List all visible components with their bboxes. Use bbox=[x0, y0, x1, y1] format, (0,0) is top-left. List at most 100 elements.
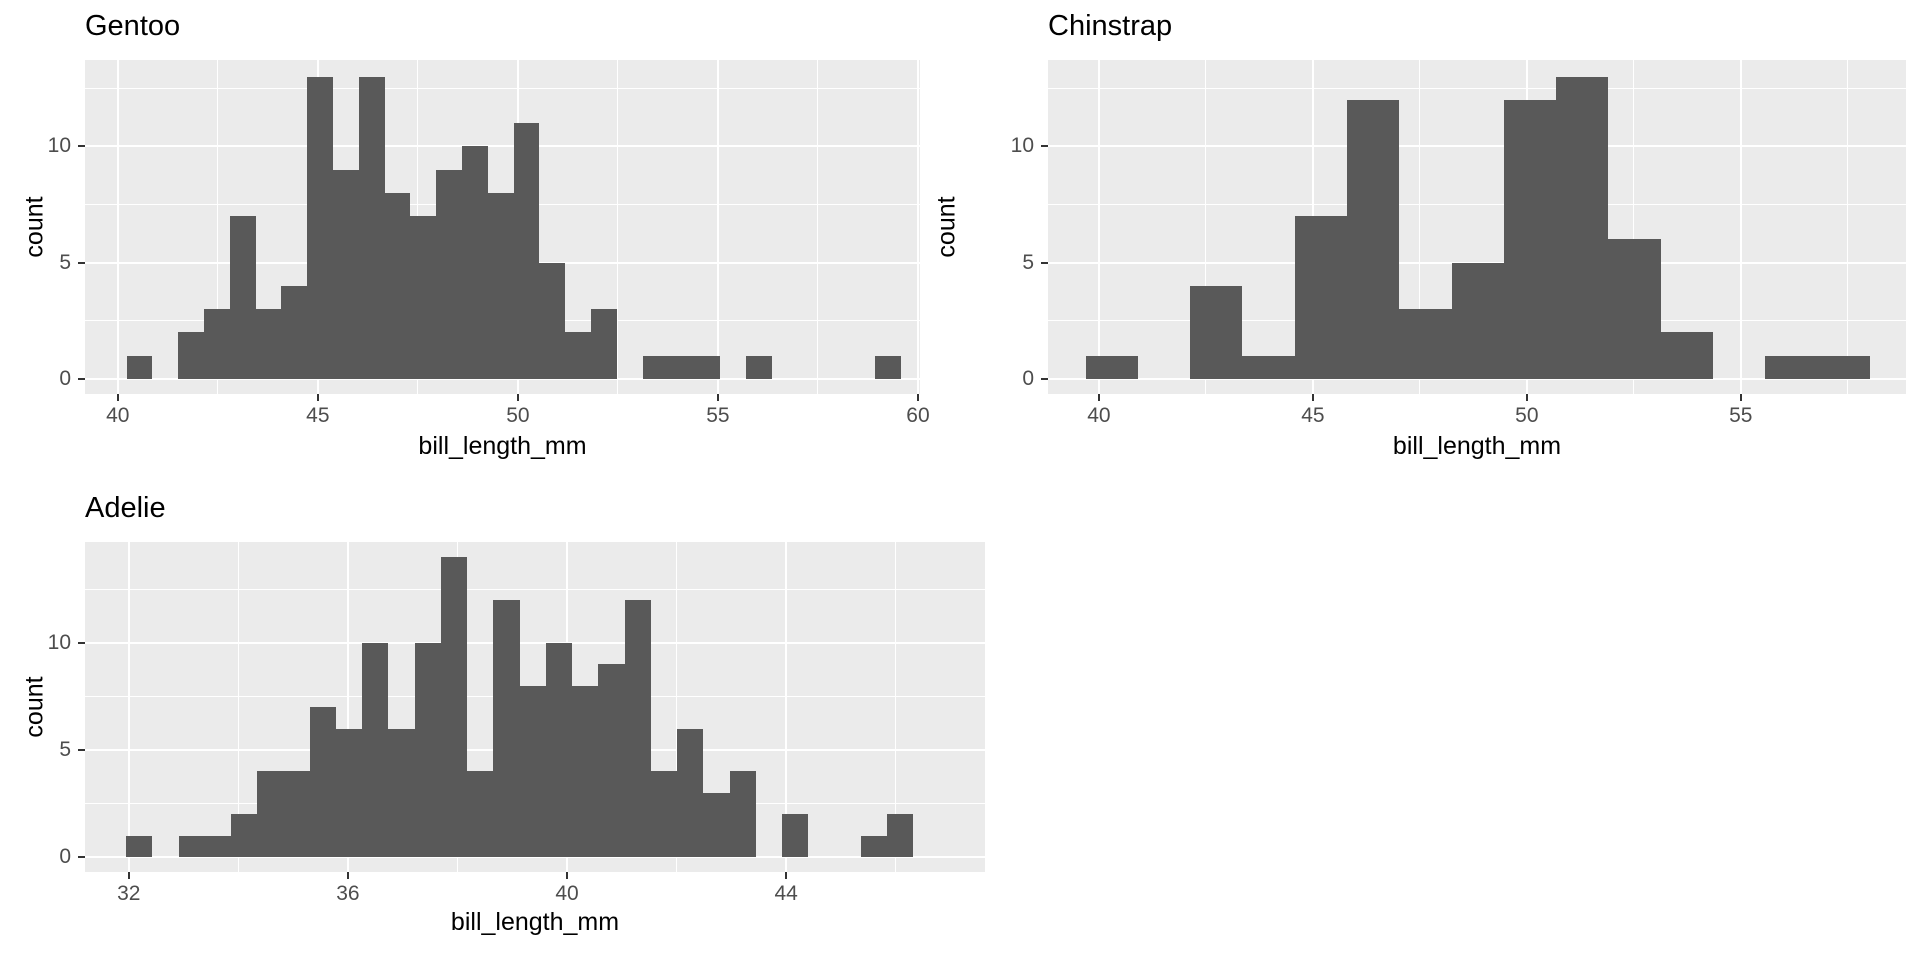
y-tick-label: 10 bbox=[47, 631, 71, 654]
histogram-bar bbox=[1817, 355, 1870, 379]
histogram-bar bbox=[231, 814, 258, 858]
histogram-bar bbox=[178, 332, 204, 379]
histogram-bar bbox=[545, 643, 573, 857]
histogram-bar bbox=[1765, 355, 1818, 379]
histogram-bar bbox=[1399, 309, 1452, 379]
plot-panel bbox=[1048, 60, 1906, 394]
histogram-bar bbox=[729, 771, 756, 857]
x-tick-label: 55 bbox=[1729, 404, 1753, 427]
histogram-bar bbox=[1242, 355, 1295, 379]
x-gridline-minor bbox=[895, 542, 897, 872]
x-tick-mark bbox=[1525, 394, 1528, 401]
x-gridline-major bbox=[346, 542, 349, 872]
y-gridline-minor bbox=[85, 589, 985, 590]
x-tick-label: 60 bbox=[906, 404, 930, 427]
histogram-bar bbox=[410, 216, 437, 379]
plot-title: Adelie bbox=[85, 492, 166, 524]
x-tick-label: 44 bbox=[774, 882, 798, 905]
x-tick-mark bbox=[346, 872, 349, 879]
histogram-bar bbox=[358, 76, 385, 379]
x-tick-label: 45 bbox=[1301, 404, 1325, 427]
y-axis-title: count bbox=[932, 196, 961, 258]
y-tick-mark bbox=[78, 145, 85, 148]
histogram-bar bbox=[1556, 76, 1609, 379]
histogram-bar bbox=[204, 835, 232, 857]
histogram-bar bbox=[590, 309, 617, 379]
y-tick-mark bbox=[1041, 261, 1048, 264]
plot-panel bbox=[85, 542, 985, 872]
x-tick-mark bbox=[116, 394, 119, 401]
histogram-bar bbox=[493, 600, 520, 857]
x-gridline-minor bbox=[237, 542, 239, 872]
histogram-bar bbox=[887, 814, 914, 858]
y-gridline-major bbox=[85, 377, 920, 380]
x-gridline-major bbox=[916, 60, 919, 394]
y-tick-mark bbox=[78, 261, 85, 264]
x-axis-title: bill_length_mm bbox=[418, 432, 587, 460]
histogram-bar bbox=[513, 123, 540, 379]
histogram-bar bbox=[1608, 239, 1661, 379]
histogram-bar bbox=[333, 169, 359, 379]
y-tick-label: 5 bbox=[1022, 250, 1034, 274]
histogram-bar bbox=[572, 685, 599, 857]
histogram-bar bbox=[461, 146, 488, 379]
histogram-bar bbox=[598, 664, 625, 858]
y-tick-label: 10 bbox=[1010, 134, 1034, 158]
histogram-bar bbox=[1451, 262, 1504, 379]
y-axis-title: count bbox=[20, 676, 49, 738]
plot-title: Chinstrap bbox=[1048, 10, 1173, 42]
y-tick-label: 5 bbox=[59, 250, 71, 274]
histogram-bar bbox=[467, 771, 494, 857]
histogram-bar bbox=[436, 169, 462, 379]
x-tick-label: 36 bbox=[336, 882, 360, 905]
x-gridline-major bbox=[116, 60, 119, 394]
histogram-bar bbox=[440, 557, 468, 858]
y-gridline-minor bbox=[85, 87, 920, 89]
plot-title: Gentoo bbox=[85, 10, 181, 42]
y-tick-label: 10 bbox=[47, 134, 71, 158]
x-tick-label: 40 bbox=[555, 882, 579, 905]
y-gridline-major bbox=[1048, 377, 1906, 380]
x-tick-label: 32 bbox=[117, 882, 141, 905]
histogram-bar bbox=[283, 771, 310, 857]
histogram-bar bbox=[1190, 285, 1243, 379]
histogram-bar bbox=[1660, 332, 1713, 379]
histogram-bar bbox=[1503, 99, 1557, 379]
x-gridline-minor bbox=[217, 60, 219, 394]
y-tick-label: 0 bbox=[59, 845, 71, 869]
histogram-bar bbox=[257, 771, 284, 857]
y-gridline-major bbox=[85, 642, 985, 644]
y-tick-mark bbox=[78, 642, 85, 644]
histogram-bar bbox=[668, 355, 695, 379]
histogram-bar bbox=[487, 192, 514, 379]
histogram-bar bbox=[309, 707, 336, 857]
histogram-bar bbox=[255, 309, 282, 379]
histogram-bar bbox=[565, 332, 591, 379]
x-axis-title: bill_length_mm bbox=[1392, 432, 1562, 460]
y-tick-mark bbox=[1041, 145, 1048, 148]
histogram-bar bbox=[126, 355, 153, 379]
x-tick-mark bbox=[716, 394, 719, 401]
histogram-bar bbox=[204, 309, 230, 379]
y-gridline-major bbox=[85, 856, 985, 859]
x-tick-label: 50 bbox=[506, 404, 530, 427]
x-tick-mark bbox=[516, 394, 519, 401]
x-axis-title: bill_length_mm bbox=[450, 908, 620, 936]
histogram-bar bbox=[745, 355, 772, 379]
x-gridline-minor bbox=[676, 542, 678, 872]
histogram-bar bbox=[178, 835, 205, 857]
x-tick-label: 55 bbox=[706, 404, 730, 427]
x-tick-mark bbox=[1739, 394, 1742, 401]
x-tick-label: 50 bbox=[1515, 404, 1539, 427]
histogram-bar bbox=[694, 355, 720, 379]
histogram-bar bbox=[414, 643, 441, 857]
x-tick-mark bbox=[785, 872, 788, 879]
histogram-bar bbox=[362, 643, 389, 857]
histogram-bar bbox=[307, 76, 333, 379]
x-tick-mark bbox=[916, 394, 919, 401]
x-gridline-major bbox=[785, 542, 788, 872]
x-gridline-minor bbox=[1419, 60, 1421, 394]
histogram-bar bbox=[519, 685, 546, 857]
y-tick-mark bbox=[78, 377, 85, 380]
